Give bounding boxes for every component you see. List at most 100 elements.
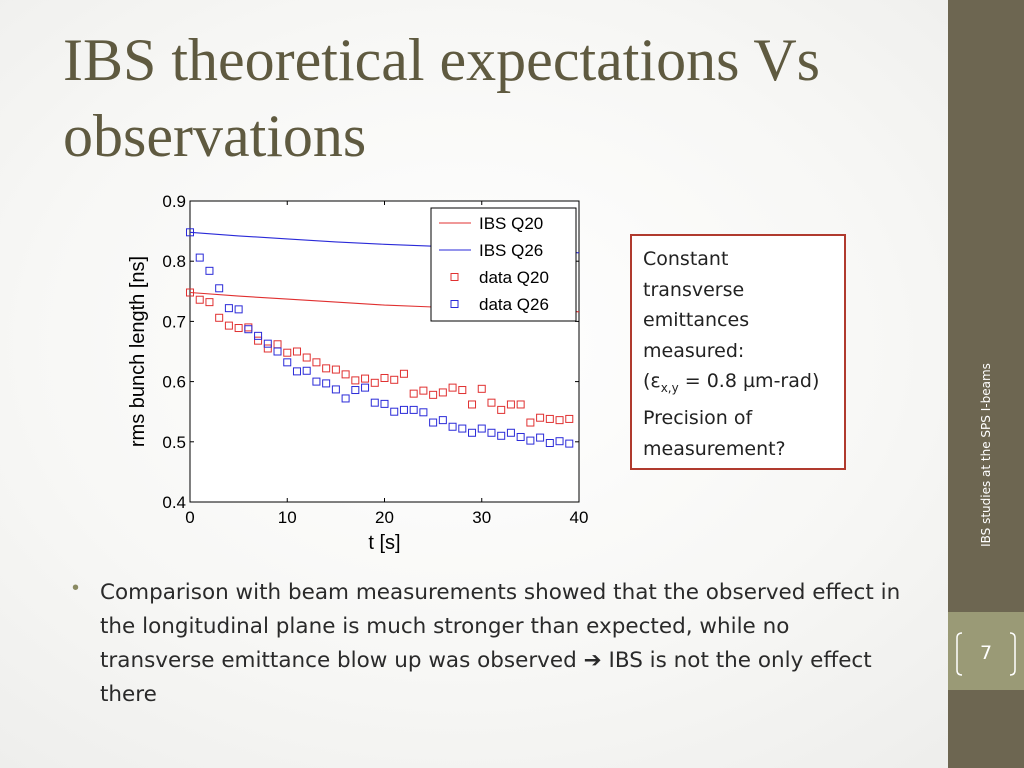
callout-emittance: (εx,y = 0.8 µm-rad): [643, 366, 834, 403]
data-point-data-q20: [351, 376, 360, 385]
legend-label: data Q26: [479, 295, 549, 314]
data-point-data-q26: [341, 394, 350, 403]
data-point-data-q20: [312, 358, 321, 367]
data-point-data-q20: [516, 400, 525, 409]
legend-box: [430, 207, 577, 322]
legend-label: IBS Q20: [479, 214, 543, 233]
data-point-data-q26: [244, 325, 253, 334]
x-tick-label: 20: [375, 508, 394, 527]
data-point-data-q20: [205, 298, 214, 307]
x-tick-label: 30: [472, 508, 491, 527]
data-point-data-q26: [331, 385, 340, 394]
data-point-data-q26: [302, 366, 311, 375]
data-point-data-q26: [205, 266, 214, 275]
data-point-data-q26: [186, 228, 194, 237]
y-tick-label: 0.4: [162, 493, 186, 512]
data-point-data-q20: [468, 400, 477, 409]
emittance-prefix: (ε: [643, 370, 661, 392]
legend-marker-icon: [450, 273, 459, 281]
slide-number: 7: [979, 642, 993, 664]
callout-line: Constant: [643, 248, 729, 270]
data-point-data-q20: [341, 370, 350, 379]
data-point-data-q26: [224, 304, 233, 313]
data-point-data-q20: [448, 383, 457, 392]
data-point-data-q26: [526, 436, 535, 445]
bullet-text-part1: Comparison with beam measurements showed…: [100, 580, 901, 673]
callout-box: Constant transverse emittances measured:…: [630, 234, 846, 470]
data-point-data-q20: [254, 336, 263, 345]
data-point-data-q26: [545, 439, 554, 448]
data-point-data-q20: [497, 405, 506, 414]
y-tick-label: 0.5: [162, 433, 186, 452]
data-point-data-q26: [283, 358, 292, 367]
data-point-data-q20: [215, 313, 224, 322]
data-point-data-q20: [322, 364, 331, 373]
data-point-data-q20: [477, 384, 486, 393]
data-point-data-q20: [370, 378, 379, 387]
x-tick-label: 0: [185, 508, 194, 527]
data-point-data-q26: [322, 379, 331, 388]
data-point-data-q26: [254, 331, 263, 340]
callout-line: transverse: [643, 278, 745, 301]
data-point-data-q26: [438, 416, 447, 425]
bullet-item: • Comparison with beam measurements show…: [72, 576, 902, 712]
data-point-data-q26: [292, 367, 301, 376]
data-point-data-q26: [234, 305, 243, 314]
data-point-data-q20: [224, 321, 233, 330]
bullet-text: Comparison with beam measurements showed…: [100, 576, 902, 712]
data-point-data-q26: [497, 431, 506, 440]
y-axis-label: rms bunch length [ns]: [127, 256, 149, 447]
y-tick-label: 0.8: [162, 252, 186, 271]
callout-line: Precision of: [643, 407, 753, 430]
data-point-data-q20: [487, 398, 496, 407]
data-point-data-q20: [429, 390, 438, 399]
data-point-data-q26: [370, 398, 379, 407]
data-point-data-q20: [390, 375, 399, 384]
data-point-data-q26: [399, 405, 408, 414]
data-point-data-q26: [312, 377, 321, 386]
y-tick-label: 0.6: [162, 373, 186, 392]
data-point-data-q26: [516, 432, 525, 441]
data-point-data-q20: [526, 418, 535, 427]
data-point-data-q26: [419, 408, 428, 417]
data-point-data-q20: [361, 374, 370, 383]
data-point-data-q20: [263, 344, 272, 353]
data-point-data-q20: [545, 414, 554, 423]
y-tick-label: 0.9: [162, 192, 186, 211]
data-point-data-q20: [380, 373, 389, 382]
data-point-data-q20: [331, 365, 340, 374]
data-point-data-q26: [565, 439, 574, 448]
slide-number-frame: [956, 632, 1016, 676]
data-point-data-q20: [399, 369, 408, 378]
data-point-data-q26: [409, 405, 418, 414]
data-point-data-q20: [565, 414, 574, 423]
data-point-data-q26: [536, 433, 545, 442]
emittance-value: = 0.8 µm-rad): [678, 370, 820, 392]
y-tick-label: 0.7: [162, 312, 186, 331]
callout-line: measured:: [643, 339, 745, 362]
data-point-data-q26: [361, 383, 370, 392]
callout-line: measurement?: [643, 437, 786, 460]
data-point-data-q26: [555, 437, 564, 446]
data-point-data-q26: [380, 399, 389, 408]
data-point-data-q20: [234, 324, 243, 333]
data-point-data-q20: [555, 416, 564, 425]
sidebar-band: [948, 612, 1024, 690]
data-point-data-q26: [263, 339, 272, 348]
data-point-data-q26: [477, 424, 486, 433]
data-point-data-q20: [506, 400, 515, 409]
data-point-data-q20: [302, 353, 311, 362]
legend-label: IBS Q26: [479, 241, 543, 260]
bunch-length-chart: 0 10 20 30 40 0.4 0.5 0.6 0.7 0.8 0.9 t [s] rms bunc…: [127, 192, 588, 554]
data-point-data-q26: [506, 428, 515, 437]
data-point-data-q26: [487, 428, 496, 437]
slide-title: IBS theoretical expectations Vs observat…: [63, 27, 821, 169]
data-point-data-q20: [292, 347, 301, 356]
data-point-data-q26: [195, 253, 204, 262]
data-point-data-q26: [351, 386, 360, 395]
legend-label: data Q20: [479, 268, 549, 287]
data-point-data-q26: [215, 284, 224, 293]
bullet-dot-icon: •: [72, 577, 80, 599]
x-tick-label: 10: [278, 508, 297, 527]
legend-marker-icon: [450, 300, 459, 308]
